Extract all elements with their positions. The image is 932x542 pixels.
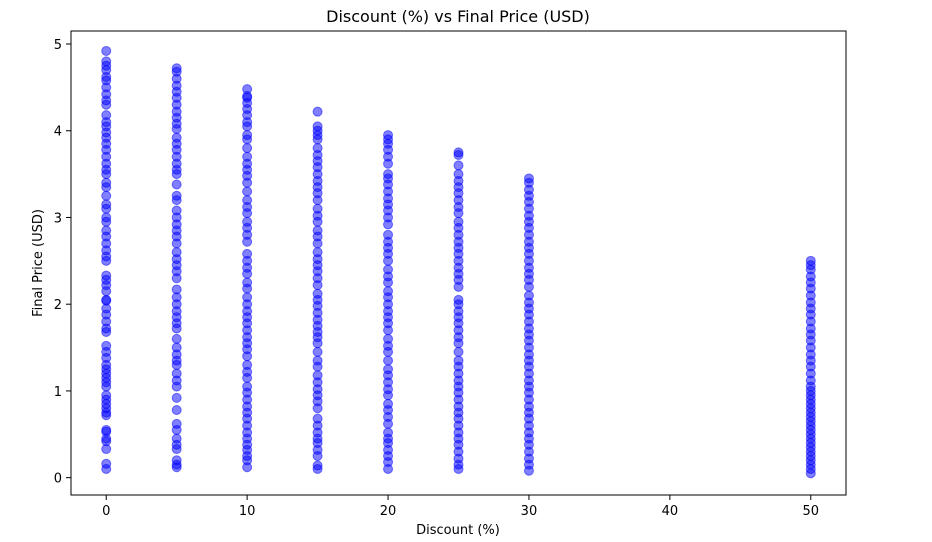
scatter-point xyxy=(312,346,323,357)
plot-area-frame xyxy=(70,30,847,496)
scatter-point xyxy=(312,143,323,154)
ticks-layer: 0 10 20 30 40 50 0 1 2 3 4 5 xyxy=(54,38,819,519)
scatter-point xyxy=(171,368,182,379)
scatter-point xyxy=(101,177,112,188)
scatter-point xyxy=(242,186,253,197)
scatter-point xyxy=(312,203,323,214)
scatter-point xyxy=(171,342,182,353)
scatter-point xyxy=(171,190,182,201)
scatter-point xyxy=(242,195,253,206)
scatter-point xyxy=(242,143,253,154)
x-tick-label: 0 xyxy=(102,504,110,519)
scatter-point xyxy=(101,56,112,67)
scatter-point xyxy=(171,247,182,258)
scatter-point xyxy=(101,340,112,351)
scatter-point xyxy=(453,346,464,357)
scatter-point xyxy=(453,355,464,366)
scatter-point xyxy=(242,381,253,392)
scatter-point xyxy=(383,427,394,438)
y-tick-label: 4 xyxy=(54,125,62,140)
scatter-point xyxy=(242,248,253,259)
scatter-point xyxy=(171,63,182,74)
scatter-point xyxy=(101,110,112,121)
chart-title: Discount (%) vs Final Price (USD) xyxy=(326,7,590,26)
scatter-point xyxy=(523,173,534,184)
scatter-point xyxy=(171,433,182,444)
scatter-point xyxy=(171,455,182,466)
scatter-point xyxy=(383,286,394,297)
scatter-point xyxy=(101,390,112,401)
scatter-point xyxy=(383,264,394,275)
scatter-point xyxy=(171,132,182,143)
scatter-point xyxy=(242,130,253,141)
scatter-point xyxy=(242,359,253,370)
scatter-point xyxy=(171,418,182,429)
scatter-point xyxy=(171,392,182,403)
scatter-point xyxy=(171,405,182,416)
scatter-point xyxy=(171,284,182,295)
scatter-point xyxy=(312,247,323,258)
scatter-point xyxy=(312,355,323,366)
y-tick-label: 0 xyxy=(54,472,62,487)
scatter-point xyxy=(101,212,112,223)
scatter-point xyxy=(453,160,464,171)
scatter-point xyxy=(383,229,394,240)
y-tick-label: 3 xyxy=(54,211,62,226)
scatter-point xyxy=(242,84,253,95)
x-tick-label: 40 xyxy=(662,504,679,519)
scatter-point xyxy=(312,225,323,236)
scatter-point xyxy=(101,199,112,210)
x-tick-label: 30 xyxy=(521,504,538,519)
y-tick-label: 1 xyxy=(54,385,62,400)
x-tick-label: 20 xyxy=(380,504,397,519)
scatter-point xyxy=(312,460,323,471)
y-axis-label: Final Price (USD) xyxy=(31,209,46,317)
scatter-point xyxy=(383,169,394,180)
scatter-point xyxy=(453,294,464,305)
scatter-point xyxy=(312,413,323,424)
scatter-point xyxy=(383,364,394,375)
scatter-point xyxy=(171,205,182,216)
scatter-point xyxy=(312,288,323,299)
scatter-point xyxy=(453,169,464,180)
scatter-point xyxy=(383,355,394,366)
scatter-point xyxy=(523,290,534,301)
scatter-point xyxy=(101,294,112,305)
scatter-point xyxy=(453,147,464,158)
scatter-point xyxy=(101,458,112,469)
y-tick-label: 5 xyxy=(54,38,62,53)
scatter-point xyxy=(242,277,253,288)
x-tick-label: 50 xyxy=(802,504,819,519)
scatter-point xyxy=(101,225,112,236)
scatter-point xyxy=(312,370,323,381)
scatter-point xyxy=(383,398,394,409)
scatter-point xyxy=(312,106,323,117)
scatter-point xyxy=(453,216,464,227)
scatter-point xyxy=(101,45,112,56)
scatter-point xyxy=(805,255,816,266)
scatter-point xyxy=(242,292,253,303)
scatter-point xyxy=(101,424,112,435)
scatter-point xyxy=(101,270,112,281)
scatter-point xyxy=(101,190,112,201)
scatter-point xyxy=(242,216,253,227)
scatter-point xyxy=(312,121,323,132)
scatter-point xyxy=(242,151,253,162)
scatter-point xyxy=(171,333,182,344)
scatter-point xyxy=(383,333,394,344)
x-tick-label: 10 xyxy=(239,504,256,519)
y-tick-label: 2 xyxy=(54,298,62,313)
points-layer xyxy=(101,45,816,479)
x-axis-label: Discount (%) xyxy=(416,523,500,538)
scatter-point xyxy=(171,179,182,190)
scatter-point xyxy=(383,130,394,141)
